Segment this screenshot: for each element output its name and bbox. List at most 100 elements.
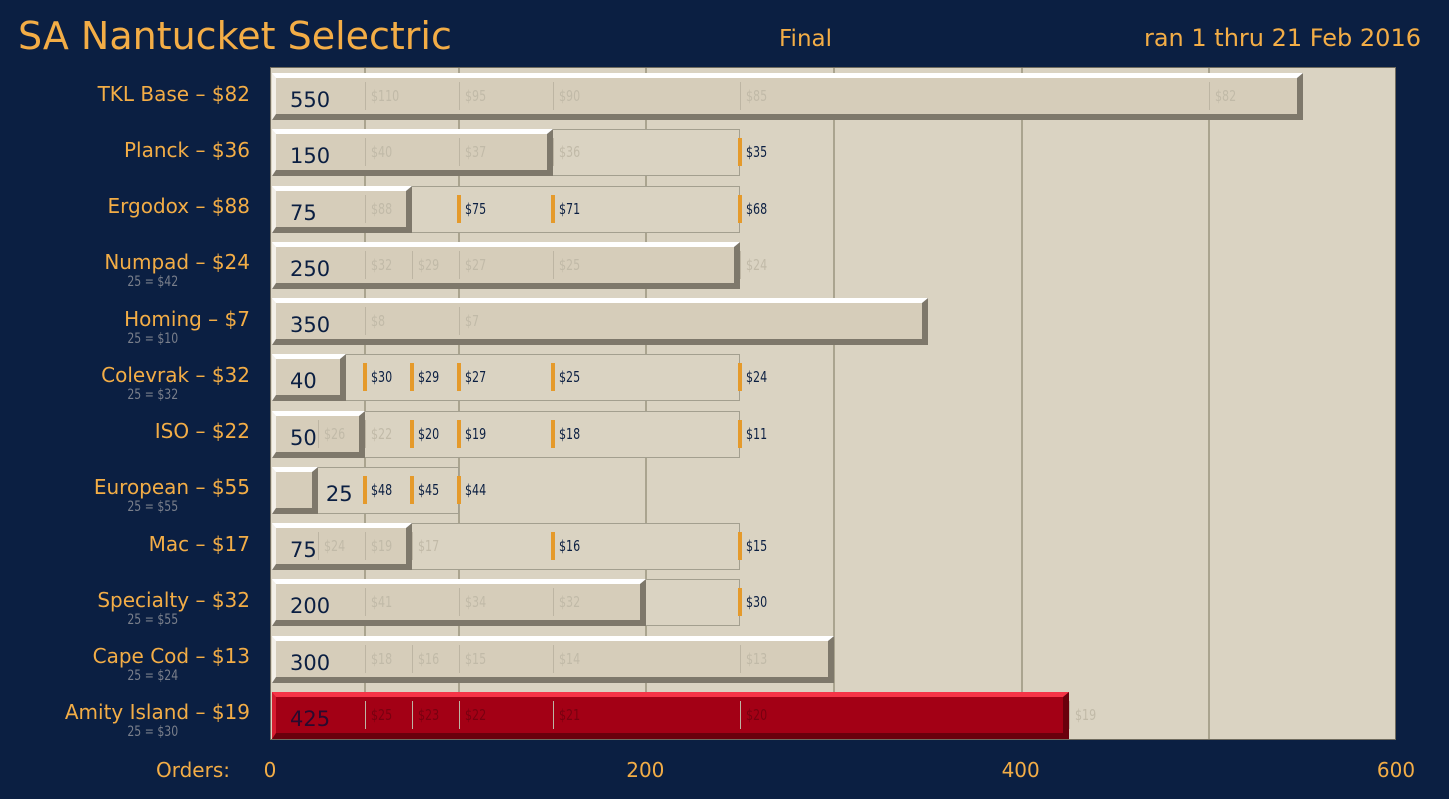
bar-highlight [272,691,1069,739]
price-break-label: $110 [370,87,400,105]
price-break-label: $24 [746,255,768,274]
price-break-tick [364,700,366,729]
price-break-label: $14 [558,649,580,668]
price-break-label: $29 [417,255,439,274]
price-break-label: $75 [464,199,486,218]
price-break-tick [364,82,366,110]
price-break-label: $24 [746,368,768,387]
price-break-tick [411,700,413,729]
price-break-tick [1068,700,1070,729]
row-label: TKL Base – $82 [97,81,250,106]
price-break-tick [364,532,366,560]
x-axis-label: Orders: [156,758,230,782]
price-break-tick [411,644,413,673]
bar-value-label: 550 [290,88,331,112]
price-break-label: $85 [746,87,768,105]
price-break-label: $19 [464,424,486,443]
price-break-tick [364,588,366,617]
price-break-tick [550,194,555,223]
price-break-label: $25 [558,255,580,274]
tier-background [272,354,741,402]
row-label: European – $55 [93,475,250,500]
gridline [1020,68,1023,739]
price-break-label: $41 [370,593,393,612]
gridline [645,68,648,739]
price-break-tick [458,138,460,167]
price-break-tick [409,475,414,504]
page-title: SA Nantucket Selectric [18,14,452,58]
price-break-label: $24 [323,537,346,555]
price-break-tick [456,194,461,223]
price-break-label: $82 [1215,87,1237,105]
price-break-label: $95 [464,87,486,105]
bar-value-label: 50 [290,425,317,450]
price-break-tick [550,419,555,448]
price-break-label: $29 [417,368,439,387]
price-break-tick [738,588,743,617]
price-break-tick [458,644,460,673]
bar [272,185,412,233]
bar-value-label: 40 [290,369,317,394]
price-break-tick [740,82,742,110]
price-break-label: $32 [370,255,393,274]
price-break-label: $37 [464,143,486,162]
price-break-tick [364,644,366,673]
price-break-label: $13 [746,649,768,668]
price-break-tick [550,532,555,560]
row-label: Planck – $36 [123,137,250,162]
price-break-tick [409,363,414,392]
row-label: Specialty – $32 [97,587,250,612]
price-break-label: $18 [370,649,393,668]
row-sublabel: 25 = $55 [127,499,178,516]
row-label: ISO – $22 [154,419,250,443]
price-break-tick [738,363,743,392]
row-label: Cape Cod – $13 [92,644,250,668]
row-sublabel: 25 = $42 [127,274,178,291]
row-label: Mac – $17 [148,531,250,556]
bar-value-label: 200 [290,594,331,619]
price-break-label: $71 [558,199,580,218]
price-break-label: $45 [417,480,439,499]
gridline [833,68,835,739]
price-break-label: $19 [370,537,393,555]
bar [272,298,928,345]
price-break-label: $11 [746,424,768,443]
status-label: Final [779,26,833,52]
price-break-label: $48 [370,480,393,499]
price-break-tick [738,532,743,560]
row-sublabel: 25 = $32 [127,386,178,403]
price-break-tick [364,307,366,335]
gridline [457,68,460,739]
row-label: Amity Island – $19 [64,700,250,725]
price-break-tick [364,138,366,167]
price-break-tick [552,250,554,279]
price-break-tick [456,363,461,392]
price-break-label: $22 [464,705,486,724]
price-break-tick [458,82,460,110]
row-label: Numpad – $24 [104,250,250,275]
price-break-label: $40 [370,143,393,162]
x-tick-label: 200 [626,758,665,782]
gridline [1208,68,1211,739]
chart-plot-area: $110 $95 $90 $85 $82 550 $40 $37 $36 $35 150 $88 $75… [270,67,1396,740]
price-break-label: $17 [417,537,439,555]
price-break-label: $25 [370,705,393,724]
bar-value-label: 250 [290,256,331,281]
bar-value-label: 425 [290,706,331,731]
price-break-tick [740,644,742,673]
price-break-label: $35 [746,143,768,162]
row-sublabel: 25 = $10 [127,330,178,347]
bar-value-label: 150 [290,144,331,169]
bar [272,354,347,402]
price-break-tick [409,419,414,448]
price-break-label: $20 [746,705,768,724]
bar-value-label: 350 [290,313,331,337]
bar [272,466,318,514]
price-break-label: $34 [464,593,486,612]
price-break-tick [362,363,367,392]
bar-value-label: 75 [290,538,317,562]
price-break-tick [458,588,460,617]
price-break-label: $16 [417,649,439,668]
price-break-label: $19 [1074,705,1096,724]
row-label: Colevrak – $32 [101,362,250,387]
